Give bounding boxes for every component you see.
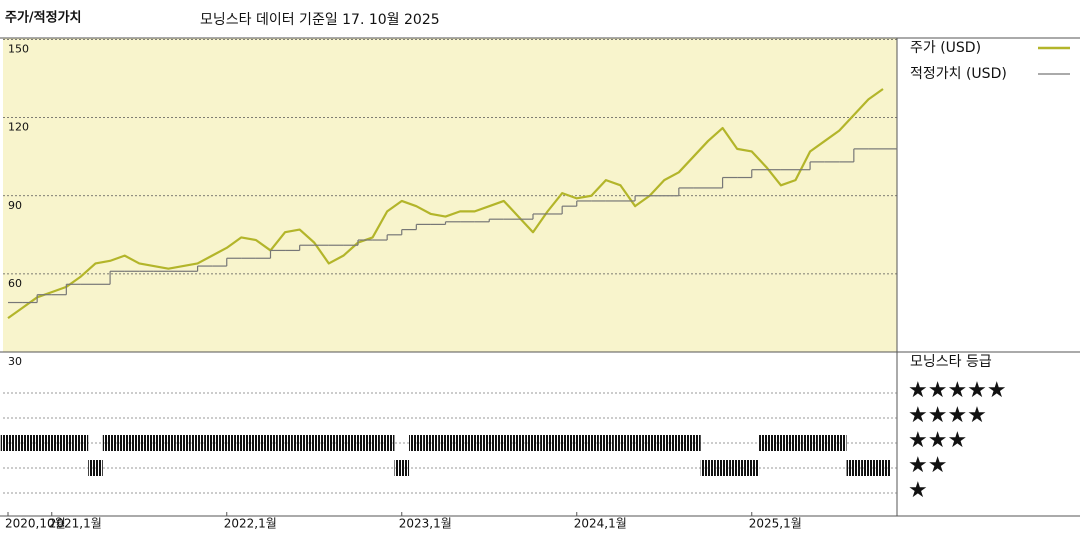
rating-bar bbox=[715, 460, 730, 476]
price-line bbox=[7, 88, 884, 320]
rating-bar bbox=[627, 435, 643, 451]
y-tick-label: 30 bbox=[8, 355, 22, 368]
rating-bar bbox=[175, 435, 191, 451]
rating-bar bbox=[234, 435, 249, 451]
rating-bar bbox=[15, 435, 30, 451]
x-tick-label: 2024,1월 bbox=[574, 517, 627, 531]
rating-bar bbox=[802, 435, 818, 451]
y-tick-label: 120 bbox=[8, 121, 29, 134]
rating-bar bbox=[117, 435, 132, 451]
chart-title: 주가/적정가치 bbox=[5, 10, 82, 26]
rating-bar bbox=[511, 435, 526, 451]
rating-bar bbox=[496, 435, 512, 451]
rating-bar bbox=[759, 435, 774, 451]
chart-subtitle: 모닝스타 데이터 기준일 17. 10월 2025 bbox=[200, 12, 440, 28]
rating-bar bbox=[452, 435, 468, 451]
rating-label: ★★★★★ bbox=[908, 378, 1007, 403]
rating-bar bbox=[671, 435, 687, 451]
rating-bar bbox=[423, 435, 439, 451]
rating-bar bbox=[277, 435, 293, 451]
rating-bar bbox=[102, 435, 118, 451]
rating-bar bbox=[686, 435, 701, 451]
rating-bar bbox=[350, 435, 366, 451]
y-tick-label: 60 bbox=[8, 277, 22, 290]
rating-bar bbox=[554, 435, 570, 451]
rating-bar bbox=[569, 435, 585, 451]
rating-bar bbox=[0, 435, 16, 451]
rating-bar bbox=[656, 435, 672, 451]
rating-bar bbox=[190, 435, 205, 451]
legend-label: 주가 (USD) bbox=[910, 40, 981, 56]
rating-bar bbox=[88, 460, 103, 476]
rating-bar bbox=[336, 435, 351, 451]
rating-bar bbox=[831, 435, 847, 451]
rating-bar bbox=[700, 460, 716, 476]
rating-bar bbox=[773, 435, 789, 451]
x-tick-label: 2023,1월 bbox=[399, 517, 452, 531]
rating-bar bbox=[875, 460, 891, 476]
rating-bar bbox=[59, 435, 74, 451]
rating-label: ★★★★ bbox=[908, 403, 987, 428]
rating-bar bbox=[540, 435, 555, 451]
rating-bar bbox=[817, 435, 832, 451]
rating-bar bbox=[146, 435, 162, 451]
x-tick-label: 2022,1월 bbox=[224, 517, 277, 531]
rating-bar bbox=[131, 435, 147, 451]
rating-bar bbox=[409, 435, 424, 451]
rating-bar bbox=[846, 460, 862, 476]
rating-bar bbox=[29, 435, 45, 451]
rating-bar bbox=[613, 435, 628, 451]
rating-label: ★★★ bbox=[908, 428, 967, 453]
rating-bar bbox=[73, 435, 89, 451]
rating-bar bbox=[248, 435, 264, 451]
rating-bar bbox=[161, 435, 176, 451]
rating-bar bbox=[525, 435, 541, 451]
x-tick-label: 2025,1월 bbox=[749, 517, 802, 531]
rating-bar bbox=[788, 435, 803, 451]
rating-bar bbox=[642, 435, 657, 451]
rating-label: ★ bbox=[908, 478, 928, 503]
rating-bar bbox=[44, 435, 60, 451]
x-tick-label: 2021,1월 bbox=[49, 517, 102, 531]
rating-bar bbox=[204, 435, 220, 451]
rating-bar bbox=[729, 460, 745, 476]
legend-label: 적정가치 (USD) bbox=[910, 66, 1007, 82]
rating-bar bbox=[219, 435, 235, 451]
rating-bar bbox=[321, 435, 337, 451]
rating-bar bbox=[861, 460, 876, 476]
rating-bar bbox=[379, 435, 395, 451]
rating-bar bbox=[744, 460, 760, 476]
rating-bar bbox=[467, 435, 482, 451]
rating-title: 모닝스타 등급 bbox=[910, 354, 992, 370]
rating-bar bbox=[584, 435, 599, 451]
rating-bar bbox=[292, 435, 307, 451]
rating-bar bbox=[394, 460, 410, 476]
plot-background bbox=[3, 38, 897, 352]
rating-bar bbox=[438, 435, 453, 451]
y-tick-label: 150 bbox=[8, 43, 29, 56]
rating-bar bbox=[263, 435, 278, 451]
rating-label: ★★ bbox=[908, 453, 947, 478]
rating-bar bbox=[306, 435, 322, 451]
y-tick-label: 90 bbox=[8, 199, 22, 212]
x-tick-label: 2020,10월 bbox=[5, 517, 66, 531]
rating-bar bbox=[598, 435, 614, 451]
rating-bar bbox=[365, 435, 380, 451]
rating-bar bbox=[481, 435, 497, 451]
